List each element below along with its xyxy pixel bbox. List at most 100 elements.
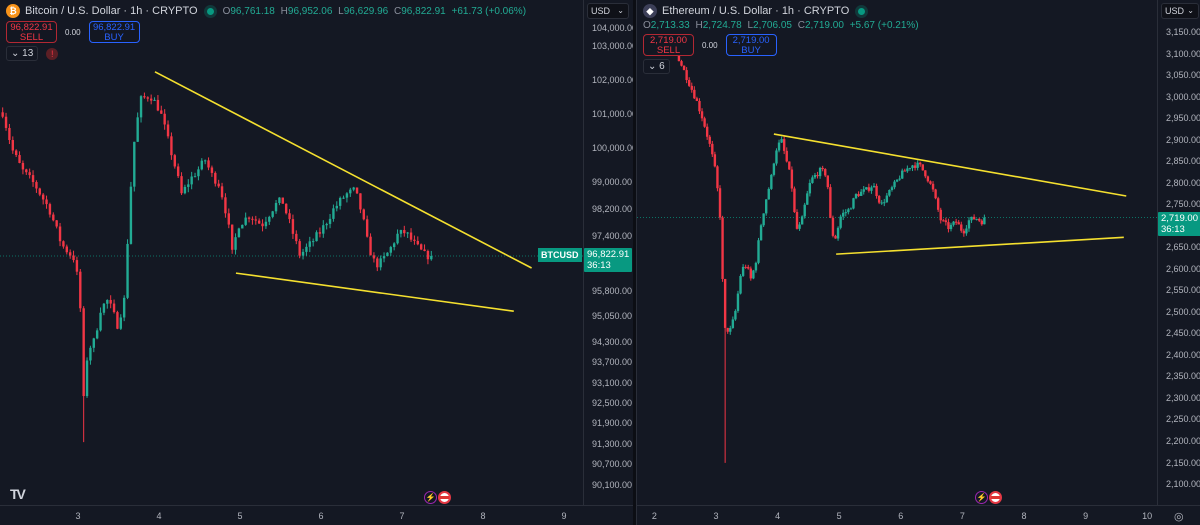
candle-up	[952, 221, 955, 225]
btc-sell-button[interactable]: 96,822.91 SELL	[6, 21, 57, 43]
candle-up	[965, 228, 968, 234]
eth-chart-panel[interactable]: ◆ Ethereum / U.S. Dollar · 1h · CRYPTO O…	[636, 0, 1200, 525]
candle-down	[700, 111, 704, 119]
candle-up	[342, 197, 345, 199]
btc-time-axis[interactable]: 3 4 5 6 7 8 9	[0, 505, 583, 525]
candle-down	[718, 188, 722, 218]
candle-down	[747, 266, 750, 269]
alert-icon[interactable]: !	[46, 47, 59, 60]
price-tick-label: 104,000.00	[592, 23, 638, 33]
candle-up	[772, 163, 776, 175]
eth-indicators-toggle[interactable]: ⌄ 6	[643, 59, 670, 74]
price-tick-label: 2,250.00	[1166, 414, 1200, 425]
candle-down	[821, 167, 824, 170]
candle-up	[872, 185, 876, 188]
candle-down	[149, 98, 153, 101]
candle-up	[849, 208, 853, 210]
lightning-event-icon[interactable]: ⚡	[424, 491, 437, 504]
time-tick-label: 6	[898, 511, 904, 521]
panel-divider[interactable]	[633, 0, 636, 525]
candle-up	[99, 312, 102, 331]
price-tick-label: 2,750.00	[1166, 199, 1200, 210]
us-flag-event-icon[interactable]	[989, 491, 1002, 504]
candle-up	[244, 217, 247, 225]
candle-up	[818, 167, 822, 177]
candle-up	[911, 165, 914, 169]
candle-up	[777, 142, 781, 151]
price-tick-label: 2,500.00	[1166, 306, 1200, 317]
market-open-status-icon	[206, 7, 214, 15]
us-flag-event-icon[interactable]	[438, 491, 451, 504]
eth-time-axis[interactable]: 2 3 4 5 6 7 8 9 10	[637, 505, 1157, 525]
candle-down	[251, 218, 254, 220]
candle-down	[25, 169, 28, 173]
price-tick-label: 94,300.00	[592, 336, 633, 347]
candle-down	[1, 112, 4, 117]
candle-up	[139, 96, 143, 118]
candle-up	[765, 199, 768, 214]
price-tick-label: 93,100.00	[592, 377, 633, 388]
eth-currency-select[interactable]: USD ⌄	[1161, 3, 1199, 19]
candle-down	[163, 113, 166, 125]
candle-down	[372, 255, 376, 259]
candle-up	[335, 205, 338, 209]
eth-price-axis[interactable]: USD ⌄ 3,150.00 3,100.00 3,050.00 3,000.00 2,9…	[1157, 0, 1200, 505]
candle-down	[726, 327, 729, 332]
candle-down	[934, 189, 937, 199]
btc-price-axis[interactable]: USD ⌄ 104,000.00 103,000.00 102,000.00 101,0…	[583, 0, 637, 505]
candle-up	[203, 160, 207, 162]
candle-down	[288, 213, 291, 220]
settings-icon[interactable]: ◎	[1174, 511, 1184, 523]
eth-buy-button[interactable]: 2,719.00 BUY	[725, 34, 777, 56]
eth-sell-button[interactable]: 2,719.00 SELL	[643, 34, 694, 56]
btc-chart-panel[interactable]: ₿ Bitcoin / U.S. Dollar · 1h · CRYPTO O9…	[0, 0, 637, 525]
btc-buy-button[interactable]: 96,822.91 BUY	[88, 21, 140, 43]
candle-up	[890, 187, 894, 191]
price-tick-label: 3,150.00	[1166, 27, 1200, 37]
btc-price-plot[interactable]	[0, 0, 583, 505]
candle-up	[895, 179, 899, 182]
price-tick-label: 102,000.00	[592, 75, 638, 85]
btc-events[interactable]: ⚡	[424, 491, 451, 504]
btc-currency-select[interactable]: USD ⌄	[587, 3, 629, 19]
candle-down	[921, 164, 924, 171]
eth-ohlc: O2,713.33 H2,724.78 L2,706.05 C2,719.00 …	[643, 20, 919, 31]
tradingview-logo[interactable]: TV	[10, 486, 26, 502]
candle-down	[793, 188, 796, 213]
candle-up	[386, 252, 389, 257]
ethereum-icon: ◆	[643, 4, 657, 18]
eth-events[interactable]: ⚡	[975, 491, 1002, 504]
candle-up	[129, 186, 133, 244]
eth-indicators-row: ⌄ 6	[643, 59, 670, 74]
candle-down	[936, 198, 940, 210]
candle-down	[685, 70, 688, 81]
candle-down	[942, 220, 945, 222]
candle-down	[924, 170, 927, 177]
candle-up	[736, 293, 740, 311]
btc-indicators-toggle[interactable]: ⌄ 13	[6, 46, 39, 61]
candle-down	[978, 218, 981, 221]
candle-down	[790, 169, 794, 189]
candle-down	[708, 136, 711, 144]
candle-up	[759, 225, 763, 241]
btc-title[interactable]: Bitcoin / U.S. Dollar · 1h · CRYPTO	[25, 5, 198, 17]
price-tick-label: 99,000.00	[592, 177, 633, 187]
candle-up	[305, 246, 308, 252]
candle-up	[325, 223, 328, 226]
eth-price-plot[interactable]	[637, 0, 1157, 505]
candle-down	[14, 150, 18, 156]
candle-down	[824, 169, 827, 176]
candle-down	[45, 199, 48, 205]
candle-up	[798, 224, 801, 229]
candle-down	[82, 308, 85, 397]
candle-up	[949, 224, 953, 230]
btc-trade-buttons: 96,822.91 SELL 0.00 96,822.91 BUY	[6, 21, 140, 43]
lightning-event-icon[interactable]: ⚡	[975, 491, 988, 504]
price-tick-label: 2,100.00	[1166, 479, 1200, 490]
candle-down	[677, 52, 681, 62]
candle-up	[967, 220, 971, 229]
eth-title[interactable]: Ethereum / U.S. Dollar · 1h · CRYPTO	[662, 5, 850, 17]
candle-down	[426, 250, 430, 260]
candle-down	[257, 220, 261, 224]
candle-up	[379, 258, 382, 268]
